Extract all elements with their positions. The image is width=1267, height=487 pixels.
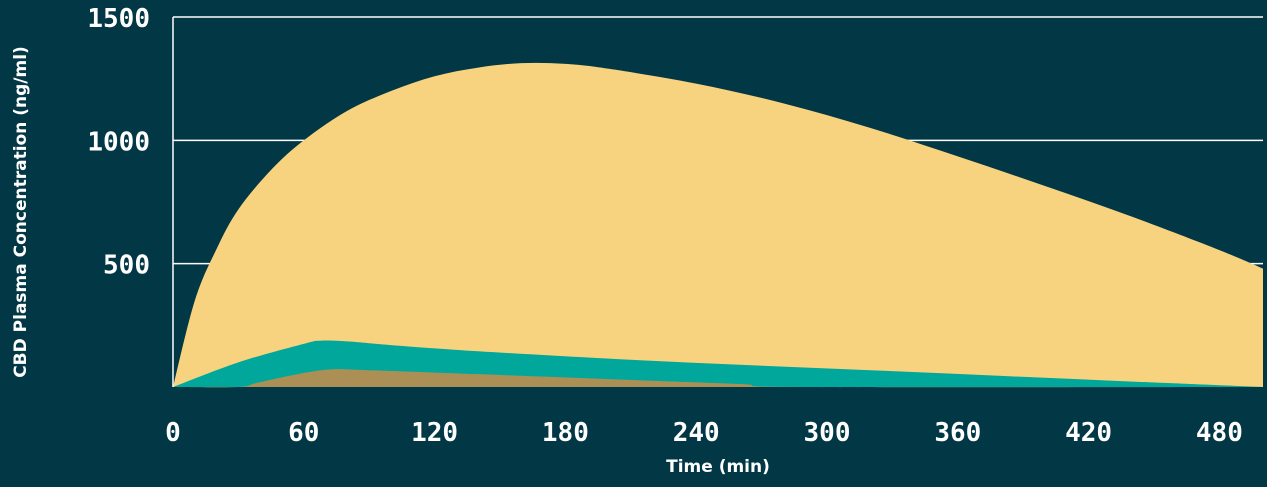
- y-tick-label: 500: [103, 251, 150, 281]
- x-tick-label: 300: [804, 418, 851, 448]
- series-areas: [173, 62, 1263, 388]
- x-tick-label: 480: [1196, 418, 1243, 448]
- y-tick-label: 1000: [87, 127, 150, 157]
- x-tick-label: 180: [542, 418, 589, 448]
- x-tick-label: 120: [411, 418, 458, 448]
- series-area-1: [173, 62, 1263, 388]
- tick-labels: 0 60 120 180 240 300 360 420 480 500 1000 1500: [87, 4, 1243, 448]
- y-axis-title: CBD Plasma Concentration (ng/ml): [11, 46, 31, 378]
- x-tick-label: 360: [934, 418, 981, 448]
- series-area-3: [173, 369, 1263, 388]
- x-tick-label: 0: [165, 418, 181, 448]
- y-tick-label: 1500: [87, 4, 150, 34]
- x-tick-label: 240: [673, 418, 720, 448]
- x-tick-label: 420: [1065, 418, 1112, 448]
- x-tick-label: 60: [288, 418, 319, 448]
- x-axis-title: Time (min): [666, 457, 770, 477]
